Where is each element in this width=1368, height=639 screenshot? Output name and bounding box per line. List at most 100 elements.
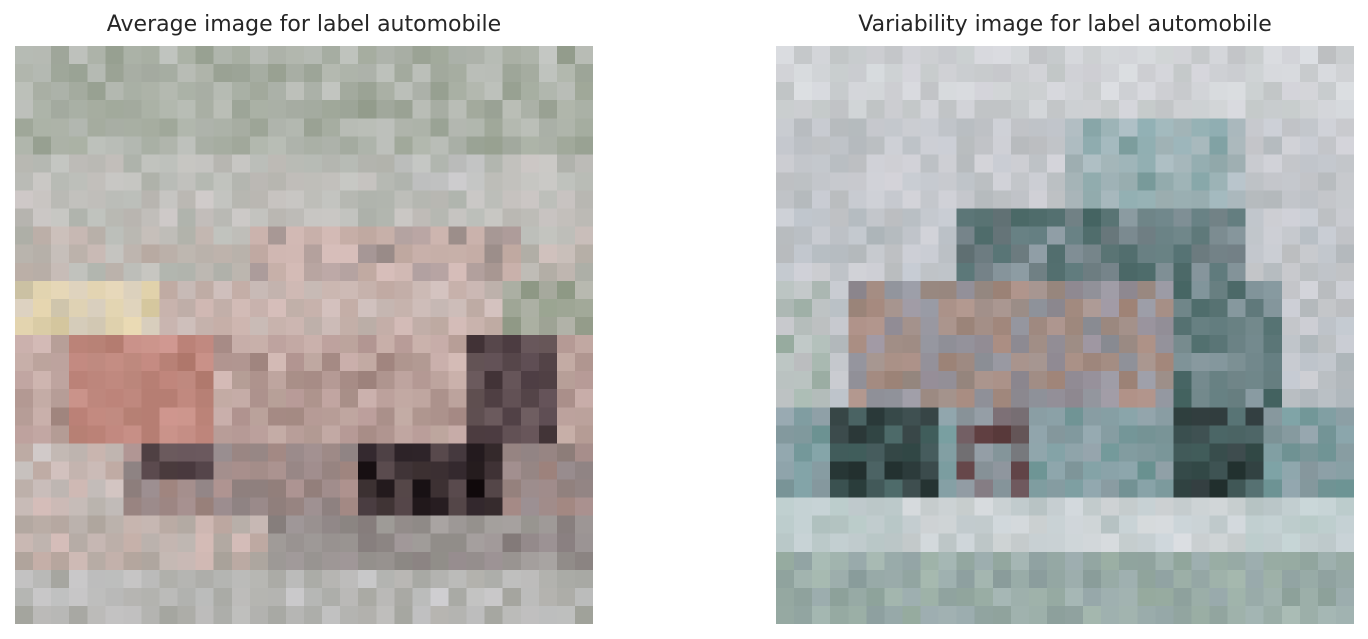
pixel	[358, 461, 377, 480]
pixel	[177, 515, 196, 535]
pixel	[1137, 244, 1156, 264]
pixel	[448, 316, 467, 336]
pixel	[938, 335, 957, 354]
pixel	[1083, 353, 1102, 372]
pixel	[1010, 208, 1030, 227]
pixel	[884, 172, 903, 191]
pixel	[1101, 100, 1120, 119]
pixel	[159, 64, 178, 83]
pixel	[141, 136, 160, 155]
pixel	[1083, 100, 1102, 119]
pixel	[285, 298, 305, 318]
pixel	[249, 244, 269, 264]
pixel	[394, 497, 413, 516]
pixel	[430, 154, 449, 173]
pixel	[1191, 479, 1210, 498]
pixel	[1137, 136, 1156, 155]
pixel	[884, 298, 903, 318]
pixel	[69, 118, 88, 137]
pixel	[33, 443, 52, 462]
pixel	[177, 353, 196, 372]
pixel	[159, 371, 178, 390]
pixel	[394, 551, 413, 571]
pixel	[974, 298, 994, 318]
pixel	[1101, 154, 1120, 173]
pixel	[358, 497, 377, 516]
pixel	[177, 46, 196, 65]
pixel	[920, 64, 939, 83]
pixel	[974, 100, 994, 119]
pixel	[51, 316, 70, 336]
pixel	[812, 82, 831, 101]
pixel	[556, 479, 576, 498]
pixel	[848, 136, 867, 155]
pixel	[1010, 298, 1030, 318]
pixel	[1137, 461, 1156, 480]
pixel	[502, 64, 522, 83]
pixel	[195, 82, 215, 101]
pixel	[322, 190, 341, 209]
pixel	[1083, 172, 1102, 191]
pixel	[376, 371, 395, 390]
pixel	[304, 190, 323, 209]
pixel	[448, 262, 467, 282]
pixel	[466, 551, 485, 571]
pixel	[884, 118, 903, 137]
pixel	[502, 226, 522, 246]
pixel	[1119, 208, 1138, 227]
pixel	[502, 190, 522, 209]
pixel	[430, 280, 449, 300]
pixel	[848, 316, 867, 336]
pixel	[1263, 262, 1283, 282]
pixel	[1010, 226, 1030, 246]
pixel	[213, 100, 233, 119]
pixel	[177, 172, 196, 191]
pixel	[830, 136, 849, 155]
variability-image	[776, 46, 1354, 624]
pixel	[141, 208, 160, 227]
pixel	[448, 569, 467, 589]
pixel	[1209, 497, 1228, 516]
pixel	[1046, 551, 1066, 571]
pixel	[902, 262, 921, 282]
pixel	[1137, 587, 1156, 607]
pixel	[195, 497, 215, 516]
pixel	[956, 262, 976, 282]
pixel	[776, 389, 795, 408]
pixel	[992, 389, 1012, 408]
pixel	[920, 425, 939, 444]
pixel	[33, 226, 52, 246]
pixel	[159, 208, 178, 227]
pixel	[1010, 118, 1030, 137]
pixel	[956, 533, 976, 553]
pixel	[213, 136, 233, 155]
pixel	[1046, 172, 1066, 191]
pixel	[340, 208, 359, 227]
pixel	[358, 154, 377, 173]
pixel	[1173, 515, 1192, 535]
pixel	[1191, 82, 1210, 101]
pixel	[159, 136, 178, 155]
pixel	[484, 190, 504, 209]
pixel	[466, 461, 485, 480]
pixel	[1281, 172, 1301, 191]
pixel	[267, 280, 287, 300]
pixel	[538, 172, 558, 191]
pixel	[920, 533, 939, 553]
pixel	[848, 407, 867, 426]
pixel	[159, 82, 178, 101]
pixel	[556, 244, 576, 264]
pixel	[1119, 479, 1138, 498]
pixel	[812, 389, 831, 408]
pixel	[105, 136, 124, 155]
pixel	[1263, 208, 1283, 227]
pixel	[1155, 280, 1174, 300]
pixel	[1245, 605, 1265, 624]
pixel	[830, 262, 849, 282]
pixel	[556, 551, 576, 571]
pixel	[430, 551, 449, 571]
pixel	[123, 335, 142, 354]
pixel	[1046, 479, 1066, 498]
pixel	[992, 533, 1012, 553]
pixel	[412, 226, 431, 246]
